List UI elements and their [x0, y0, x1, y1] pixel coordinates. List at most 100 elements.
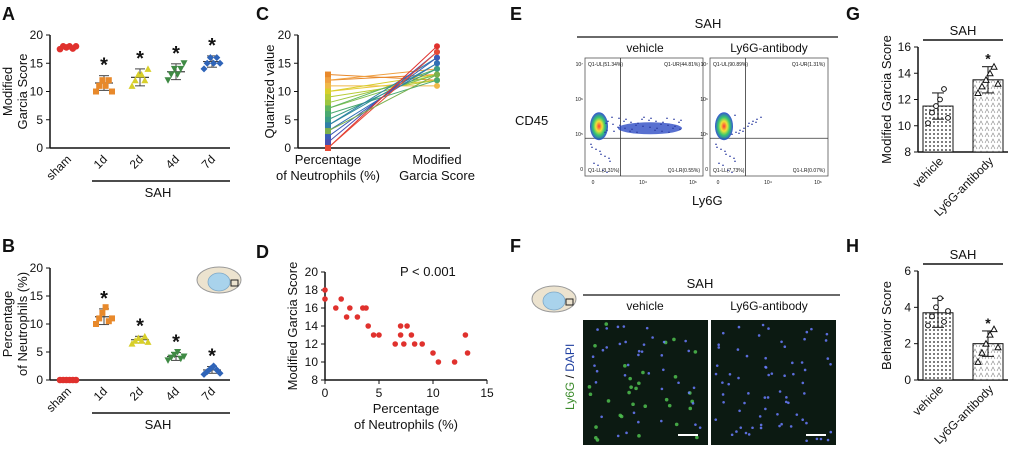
- data-point: [974, 88, 982, 96]
- significance-star: *: [208, 35, 216, 57]
- quadrant-lr-label: Q1-LR(0.55%): [668, 168, 701, 174]
- significance-star: *: [208, 346, 216, 368]
- dapi-nucleus: [737, 325, 741, 329]
- data-point: [933, 103, 939, 109]
- dapi-nucleus: [591, 355, 595, 359]
- dapi-nucleus: [625, 431, 628, 435]
- dapi-nucleus: [805, 439, 808, 443]
- event-dot: [643, 116, 645, 119]
- quadrant-ur-label: Q1-UR(44.81%): [664, 62, 700, 68]
- micro-header: SAH: [687, 276, 714, 291]
- y-tick-label: 10: [278, 85, 292, 99]
- data-point: [397, 323, 404, 329]
- data-point-neutrophil: [325, 88, 331, 95]
- ly6g-cell: [627, 390, 631, 395]
- significance-star: *: [100, 55, 108, 77]
- data-point-neutrophil: [325, 145, 331, 151]
- ly6g-cell: [688, 406, 693, 411]
- y-tick-label: 20: [30, 28, 44, 42]
- dapi-nucleus: [622, 325, 626, 328]
- dapi-nucleus: [660, 354, 664, 357]
- event-dot: [611, 116, 613, 119]
- event-dot: [678, 121, 680, 124]
- y-tick-label: 2: [904, 337, 911, 351]
- ly6g-cell: [623, 364, 627, 368]
- dapi-nucleus: [800, 361, 804, 364]
- event-dot: [649, 126, 651, 129]
- category-label: 1d: [91, 152, 110, 171]
- data-point-garcia: [434, 54, 440, 61]
- micro-ylabel: Ly6G / DAPI: [563, 344, 577, 410]
- flow-y-tick: 10⁷: [701, 62, 709, 68]
- dapi-nucleus: [642, 343, 646, 346]
- event-dot: [662, 121, 664, 124]
- dapi-nucleus: [795, 413, 799, 416]
- paired-line: [327, 51, 438, 149]
- dapi-nucleus: [764, 407, 767, 411]
- event-dot: [720, 148, 722, 151]
- ly6g-cell: [604, 322, 609, 326]
- y-tick-label: 12: [305, 337, 319, 351]
- data-point: [102, 82, 109, 89]
- event-dot: [755, 121, 757, 124]
- data-point-garcia: [434, 77, 440, 84]
- dapi-nucleus: [785, 396, 788, 399]
- dapi-nucleus: [660, 419, 663, 423]
- event-dot: [735, 131, 737, 134]
- dapi-nucleus: [677, 381, 680, 385]
- dapi-nucleus: [743, 401, 746, 405]
- dapi-nucleus: [651, 336, 654, 339]
- data-point-garcia: [434, 71, 440, 78]
- data-point-garcia: [434, 82, 440, 89]
- y-tick-label: 14: [305, 319, 319, 333]
- dapi-nucleus: [826, 438, 830, 442]
- x-tick-label: 10: [426, 386, 440, 400]
- dapi-nucleus: [647, 372, 651, 375]
- x-tick-label: 0: [322, 386, 329, 400]
- data-point: [937, 96, 943, 103]
- data-point: [990, 325, 998, 333]
- data-point: [170, 351, 178, 359]
- data-point: [96, 315, 103, 322]
- dapi-nucleus: [751, 426, 754, 430]
- dapi-nucleus: [758, 415, 762, 418]
- dapi-nucleus: [645, 326, 649, 330]
- dapi-nucleus: [805, 330, 809, 334]
- category-label: sham: [43, 384, 74, 415]
- event-dot: [605, 122, 607, 125]
- dapi-nucleus: [780, 422, 783, 426]
- data-point-garcia: [434, 65, 440, 72]
- ly6g-cell: [587, 385, 592, 389]
- y-tick-label: 5: [36, 113, 43, 127]
- event-dot: [630, 121, 632, 124]
- micro-image: [711, 320, 836, 445]
- data-point: [180, 353, 188, 360]
- data-point-neutrophil: [325, 133, 331, 140]
- flow-y-tick: 10⁶: [700, 97, 708, 103]
- data-point: [408, 332, 415, 338]
- event-dot: [760, 116, 762, 119]
- dapi-nucleus: [815, 437, 819, 441]
- event-dot: [600, 153, 602, 156]
- dapi-nucleus: [626, 363, 630, 367]
- significance-star: *: [136, 315, 144, 337]
- dapi-nucleus: [764, 356, 767, 360]
- data-point: [945, 308, 951, 314]
- data-point: [72, 43, 80, 50]
- data-point: [937, 295, 943, 302]
- data-point: [206, 54, 214, 62]
- dapi-nucleus: [605, 346, 609, 349]
- data-point: [929, 313, 935, 320]
- dapi-nucleus: [637, 420, 640, 424]
- ly6g-cell: [588, 392, 593, 397]
- data-point: [982, 75, 990, 83]
- flow-xlabel: Ly6G: [692, 193, 723, 208]
- event-dot: [738, 132, 740, 135]
- event-dot: [625, 118, 627, 121]
- significance-star: *: [172, 43, 180, 65]
- category-label: vehicle: [910, 382, 947, 419]
- y-tick-label: 5: [284, 113, 291, 127]
- flow-y-tick: 10⁷: [576, 62, 584, 68]
- flow-x-tick: 0: [592, 180, 595, 186]
- data-point: [986, 69, 994, 77]
